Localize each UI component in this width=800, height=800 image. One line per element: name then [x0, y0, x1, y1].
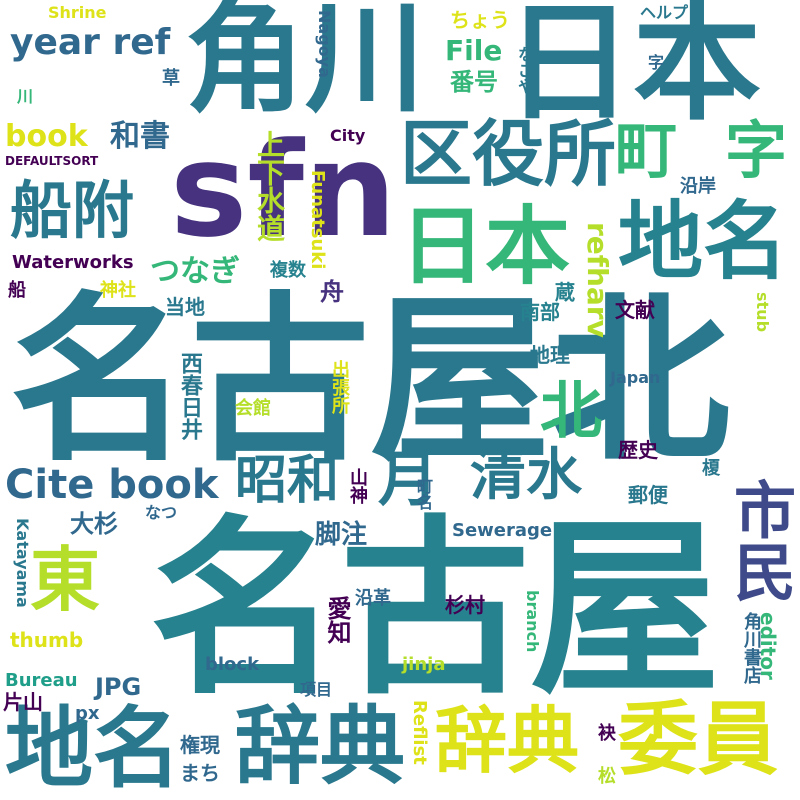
word-shucchojo: 出張所 — [329, 360, 350, 414]
word-cho: 町 — [615, 114, 678, 187]
word-sfn: sfn — [170, 114, 397, 266]
word-nagoya-en: Nagoya — [315, 10, 334, 78]
word-jiten-left: 辞典 — [235, 698, 406, 797]
word-jiten-mid: 辞典 — [435, 699, 580, 783]
word-osugi: 大杉 — [70, 510, 118, 538]
word-machi: まち — [180, 761, 220, 785]
word-kadokawa-shoten: 角川書店 — [741, 612, 762, 684]
word-chiri: 地理 — [530, 343, 570, 367]
word-rekishi: 歴史 — [618, 438, 658, 462]
word-nagoya-big: 名古屋 — [150, 499, 721, 720]
word-koumoku: 項目 — [300, 680, 333, 699]
word-engan: 沿岸 — [680, 176, 716, 197]
word-book: book — [5, 119, 88, 154]
word-showa: 昭和 — [235, 451, 340, 511]
word-chou: ちょう — [450, 8, 510, 32]
word-shimin: 市民 — [723, 478, 796, 602]
word-nanbu: 南部 — [520, 300, 560, 324]
word-katayama-en: Katayama — [13, 518, 32, 608]
word-enoki: 榎 — [702, 458, 720, 479]
word-kyakuchu: 脚注 — [315, 520, 368, 550]
word-higashi: 東 — [30, 539, 100, 621]
word-tsuki: 月 — [378, 445, 438, 515]
word-waterworks: Waterworks — [12, 252, 134, 273]
word-fune-small: 船 — [8, 280, 26, 301]
word-natsu: なつ — [145, 503, 178, 522]
word-yubin: 郵便 — [628, 483, 668, 507]
word-file: File — [445, 34, 503, 67]
word-kita: 北 — [540, 374, 603, 447]
word-enkaku: 沿革 — [355, 588, 391, 609]
word-chimei-right: 地名 — [618, 193, 789, 292]
word-nagoya-kita: 名古屋北 — [10, 277, 731, 486]
word-shimizu: 清水 — [470, 443, 582, 508]
word-washo: 和書 — [110, 119, 170, 154]
word-editor: editor — [756, 612, 780, 680]
word-tsunagi: つなぎ — [150, 254, 240, 289]
word-reflist: Reflist — [409, 700, 430, 765]
word-jogesuido: 上下水道 — [253, 130, 286, 242]
word-nihon-mid: 日本 — [400, 198, 571, 297]
word-jinja: 神社 — [100, 280, 136, 301]
word-matsu: 松 — [598, 766, 616, 787]
word-iin: 委員 — [618, 693, 778, 786]
word-block: block — [205, 654, 260, 675]
word-year-ref: year ref — [10, 22, 171, 63]
word-jinja-en: jinja — [402, 654, 446, 675]
word-machina: 町名 — [414, 478, 433, 510]
word-shrine: Shrine — [48, 3, 107, 22]
word-kaikan: 会館 — [235, 398, 271, 419]
word-jpg: JPG — [95, 673, 142, 701]
word-sewerage: Sewerage — [452, 520, 553, 541]
word-bureau: Bureau — [5, 670, 78, 691]
word-funatsuki: Funatsuki — [307, 170, 328, 270]
word-aza-small: 字 — [648, 53, 665, 72]
word-katayama: 片山 — [3, 690, 43, 714]
word-px: px — [75, 703, 100, 724]
word-thumb: thumb — [10, 628, 84, 652]
word-sugimura: 杉村 — [445, 593, 485, 617]
word-stub: stub — [753, 292, 772, 333]
word-defaultsort: DEFAULTSORT — [5, 154, 99, 168]
word-fusuma: 袂 — [598, 723, 616, 744]
word-kawa: 川 — [14, 88, 33, 104]
word-yamaichi: 山神 — [347, 468, 368, 504]
word-fune: 舟 — [320, 278, 344, 306]
word-japan: Japan — [610, 368, 661, 387]
word-funatsuke: 船附 — [10, 174, 135, 247]
word-nagoya-kana: なごや — [515, 46, 534, 94]
word-kusa: 草 — [162, 68, 180, 89]
word-fukusu: 複数 — [270, 260, 306, 281]
word-city: City — [330, 126, 366, 145]
word-kadokawa: 角川 — [185, 0, 425, 129]
word-nihon-top: 日本 — [505, 0, 762, 138]
word-gongen: 権現 — [180, 733, 220, 757]
word-nishi-kasugai: 西春日井 — [177, 352, 202, 440]
word-cite-book: Cite book — [5, 462, 219, 508]
word-help: ヘルプ — [640, 3, 689, 22]
word-branch: branch — [523, 590, 542, 653]
word-aza-big: 字 — [725, 114, 788, 187]
word-touchi: 当地 — [165, 295, 205, 319]
word-refharv: refharv — [581, 222, 614, 338]
word-bango: 番号 — [450, 68, 498, 96]
word-ku-yakusho: 区役所 — [400, 112, 617, 196]
word-aichi: 愛知 — [323, 596, 351, 644]
word-bunken: 文献 — [615, 298, 655, 322]
word-chimei-bottom: 地名 — [5, 697, 182, 800]
word-kura: 蔵 — [555, 280, 575, 304]
